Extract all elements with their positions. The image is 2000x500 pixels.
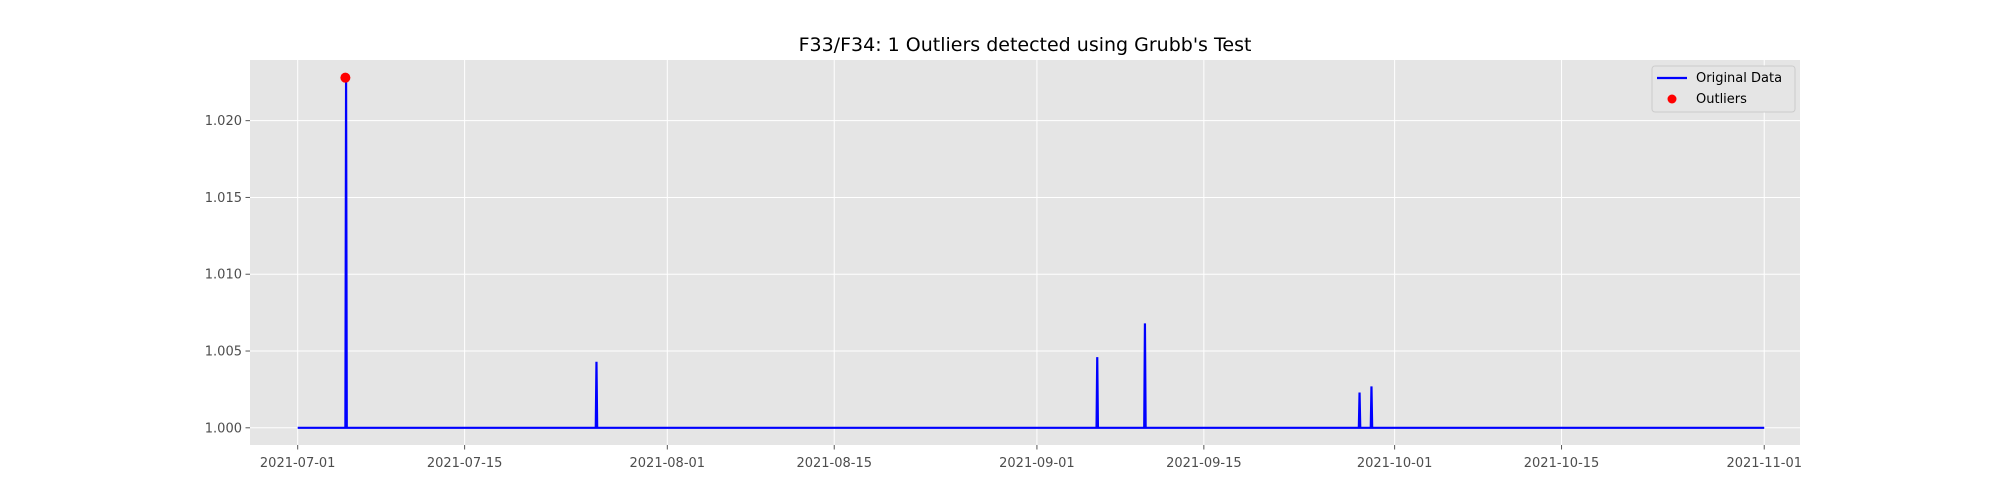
tick-layer: 2021-07-01 2021-07-15 2021-08-01 2021-08-15…: [205, 114, 1802, 471]
x-tick-label: 2021-07-15: [427, 456, 503, 471]
y-tick-label: 1.010: [205, 268, 242, 283]
y-tick-label: 1.000: [205, 421, 242, 436]
x-tick-label: 2021-11-01: [1726, 456, 1802, 471]
outlier-point: [340, 72, 351, 83]
y-tick-label: 1.020: [205, 114, 242, 129]
y-tick-label: 1.015: [205, 191, 242, 206]
legend-label-outliers: Outliers: [1696, 92, 1747, 107]
x-tick-label: 2021-08-15: [796, 456, 872, 471]
plot-background: [250, 60, 1800, 445]
x-tick-label: 2021-10-01: [1357, 456, 1433, 471]
y-tick-label: 1.005: [205, 345, 242, 360]
x-tick-label: 2021-09-15: [1166, 456, 1242, 471]
legend-box: [1651, 65, 1796, 113]
x-tick-label: 2021-07-01: [260, 456, 336, 471]
legend: Original Data Outliers: [1651, 65, 1796, 113]
x-tick-label: 2021-09-01: [999, 456, 1075, 471]
series-line-original-data: [297, 79, 1765, 429]
legend-swatch-outliers: [1667, 94, 1677, 104]
x-tick-label: 2021-08-01: [630, 456, 706, 471]
legend-label-original-data: Original Data: [1696, 71, 1782, 86]
chart-title: F33/F34: 1 Outliers detected using Grubb…: [799, 34, 1252, 56]
x-tick-label: 2021-10-15: [1524, 456, 1600, 471]
data-layer: [297, 72, 1765, 429]
